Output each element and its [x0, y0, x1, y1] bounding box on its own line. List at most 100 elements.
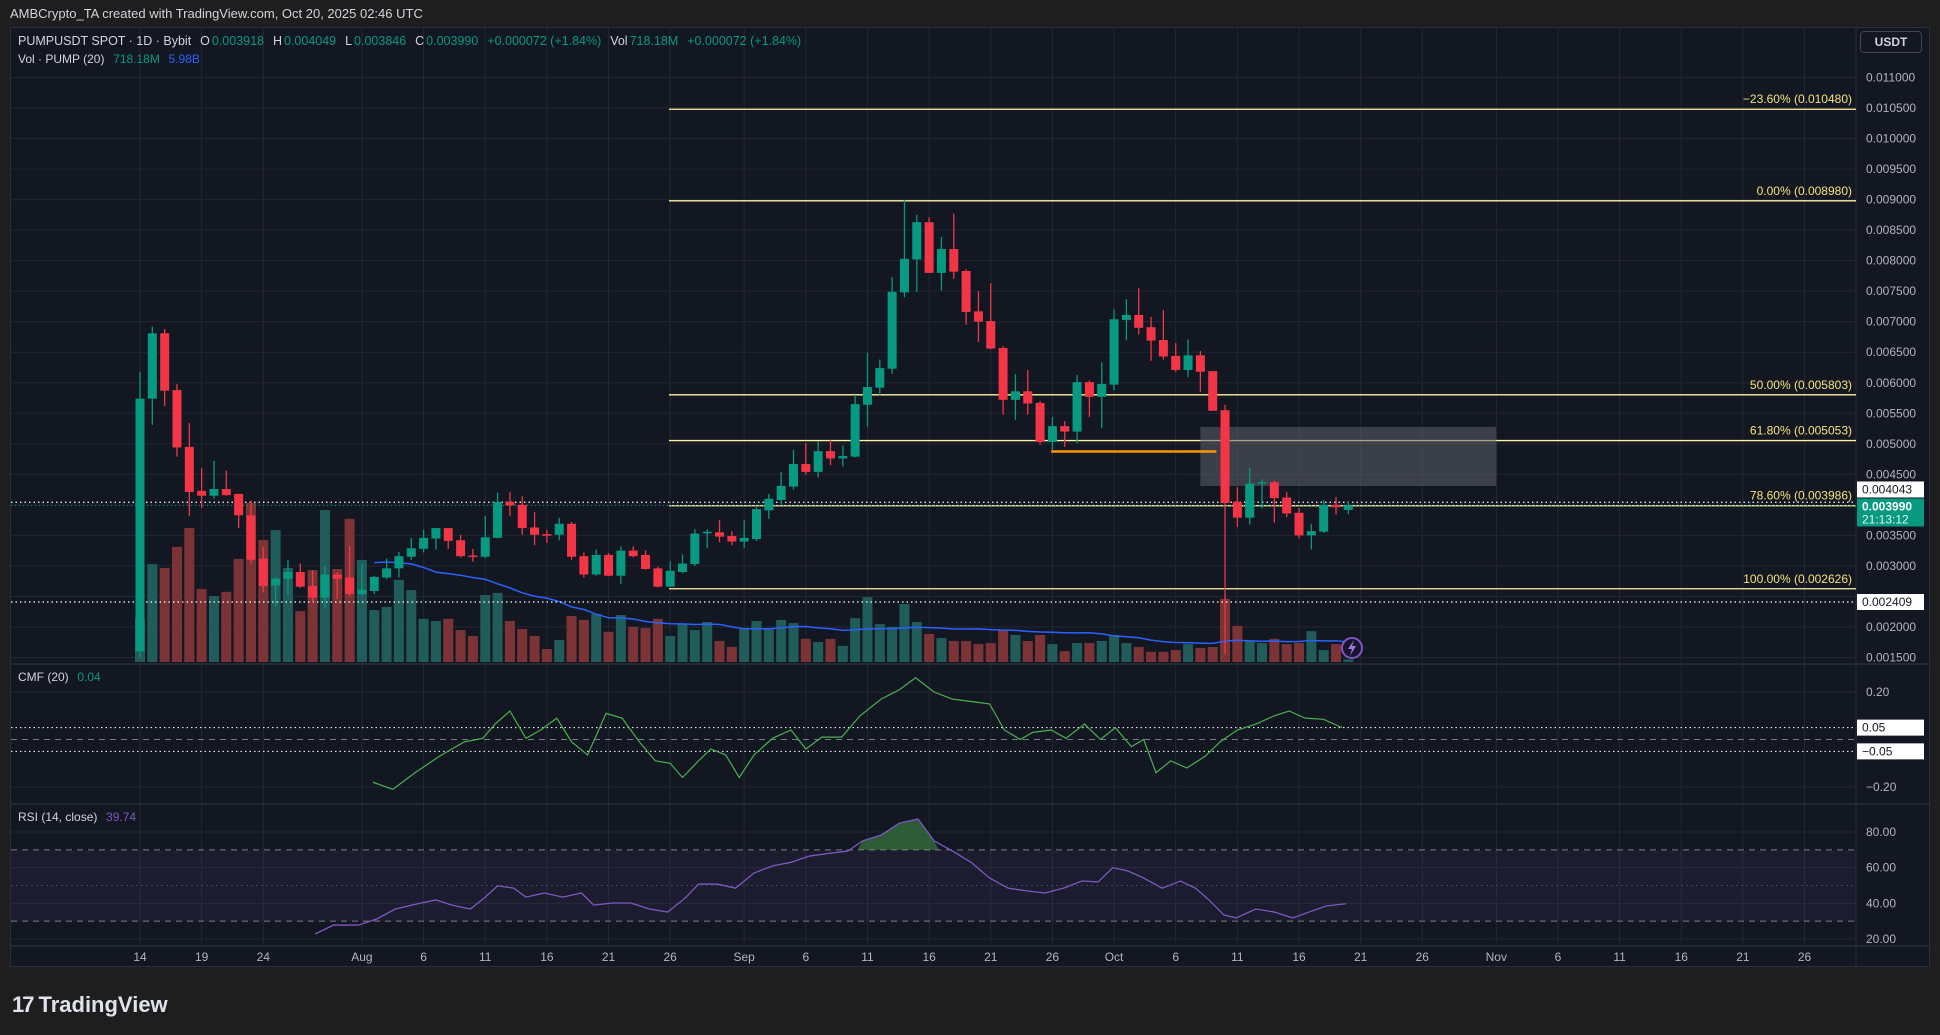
- symbol-title[interactable]: PUMPUSDT SPOT · 1D · Bybit: [18, 34, 192, 48]
- candle: [1158, 310, 1168, 360]
- candle: [1183, 339, 1193, 378]
- chart-attribution: AMBCrypto_TA created with TradingView.co…: [10, 6, 423, 21]
- candle-body: [184, 446, 194, 493]
- candle: [295, 563, 305, 588]
- high-value: 0.004049: [284, 34, 337, 48]
- rsi-legend[interactable]: RSI (14, close) 39.74: [18, 810, 138, 824]
- candle: [443, 528, 453, 549]
- candle-body: [480, 537, 490, 557]
- cmf-legend[interactable]: CMF (20) 0.04: [18, 670, 103, 684]
- candle: [554, 517, 564, 541]
- price-axis-label: 0.005000: [1866, 437, 1916, 451]
- candle-body: [443, 528, 453, 541]
- candle: [1035, 401, 1045, 445]
- fib-level-label: 61.80% (0.005053): [1750, 424, 1852, 438]
- candle: [308, 570, 318, 603]
- volume-bar: [356, 559, 367, 662]
- candle: [1208, 371, 1218, 411]
- candle-body: [912, 222, 922, 260]
- rsi-overbought-fill: [857, 818, 939, 850]
- cmf-label[interactable]: CMF (20): [18, 670, 69, 684]
- volume-bar: [184, 527, 195, 662]
- volume-bar: [1207, 646, 1218, 662]
- candle: [1146, 316, 1156, 361]
- volume-bar: [1281, 644, 1292, 662]
- candle: [1257, 479, 1267, 509]
- last-price-marker: 0.003990: [1862, 499, 1912, 513]
- volume-bar: [1244, 640, 1255, 662]
- volume-indicator-label[interactable]: Vol · PUMP (20): [18, 52, 105, 66]
- candle: [1343, 501, 1353, 515]
- currency-button[interactable]: USDT: [1860, 31, 1922, 53]
- candle-body: [961, 271, 971, 312]
- volume-bar: [837, 645, 848, 662]
- symbol-legend[interactable]: PUMPUSDT SPOT · 1D · Bybit O 0.003918 H 0.…: [18, 34, 803, 48]
- tradingview-logo[interactable]: 17 TradingView: [12, 992, 168, 1018]
- price-axis-label: 0.008000: [1866, 254, 1916, 268]
- volume-bar: [936, 638, 947, 662]
- candle: [665, 561, 675, 587]
- candle: [986, 283, 996, 350]
- candle: [678, 554, 688, 574]
- candle-body: [604, 554, 614, 576]
- candle: [1023, 369, 1033, 415]
- high-price-marker: 0.004043: [1862, 482, 1912, 496]
- candle: [628, 546, 638, 558]
- rsi-axis-label: 40.00: [1866, 896, 1896, 910]
- volume-legend[interactable]: Vol · PUMP (20) 718.18M 5.98B: [18, 52, 202, 66]
- price-axis-label: 0.009500: [1866, 162, 1916, 176]
- candle: [246, 500, 256, 564]
- candle-body: [628, 550, 638, 557]
- candle-body: [147, 333, 157, 399]
- volume-ma-line: [374, 561, 1349, 645]
- candle-body: [579, 556, 589, 575]
- candle: [1282, 492, 1292, 518]
- candle-body: [295, 572, 305, 587]
- candle: [394, 551, 404, 578]
- volume-bar: [554, 639, 565, 662]
- volume-bar: [1306, 631, 1317, 662]
- volume-value: 718.18M: [113, 52, 160, 66]
- candle: [406, 537, 416, 560]
- time-axis-label: 11: [861, 950, 874, 964]
- time-axis-label: 6: [1555, 950, 1562, 964]
- candle-body: [788, 463, 798, 487]
- candle: [468, 548, 478, 562]
- volume-bar: [418, 618, 429, 662]
- volume-bar: [1047, 644, 1058, 662]
- volume-bar: [529, 636, 540, 662]
- candle-body: [1269, 482, 1279, 499]
- rsi-value: 39.74: [106, 810, 137, 824]
- volume-bar: [221, 591, 232, 662]
- candles: [135, 200, 1353, 658]
- candle-body: [1097, 383, 1107, 397]
- volume-bar: [652, 618, 663, 662]
- price-axis-label: 0.010500: [1866, 101, 1916, 115]
- candle: [357, 564, 367, 597]
- candle: [924, 217, 934, 273]
- volume-bar: [541, 649, 552, 662]
- candle-body: [382, 568, 392, 578]
- volume-bar: [282, 567, 293, 662]
- candle: [739, 520, 749, 549]
- candle-body: [456, 540, 466, 557]
- candle-body: [1208, 371, 1218, 411]
- volume-bar: [763, 629, 774, 662]
- close-label: C: [415, 34, 425, 48]
- time-axis-label: 16: [1292, 950, 1306, 964]
- volume-bar: [887, 626, 898, 662]
- volume-bar: [1318, 650, 1329, 662]
- lightning-icon-glyph: [1348, 640, 1356, 656]
- candle: [480, 515, 490, 558]
- chart-frame[interactable]: [10, 27, 1930, 967]
- candle: [912, 214, 922, 292]
- supply-zone-box: [1200, 426, 1497, 487]
- volume-bar: [381, 606, 392, 662]
- rsi-axis-label: 20.00: [1866, 932, 1896, 946]
- candle-body: [764, 498, 774, 511]
- rsi-label[interactable]: RSI (14, close): [18, 810, 98, 824]
- volume-bar: [973, 644, 984, 662]
- price-axis-label: 0.008500: [1866, 223, 1916, 237]
- candle: [1220, 404, 1230, 654]
